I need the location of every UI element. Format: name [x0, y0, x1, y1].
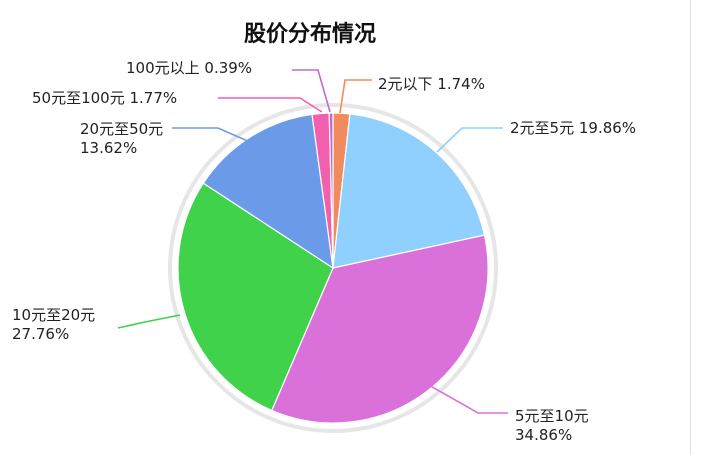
leader-line: [292, 69, 331, 113]
leader-lines: [117, 69, 508, 414]
leader-line: [436, 127, 503, 153]
chart-title: 股价分布情况: [244, 21, 376, 47]
pie-slice: [332, 113, 486, 269]
pie-slices: [177, 112, 489, 424]
pie-slice: [328, 112, 334, 269]
slice-label-percent: 13.62%: [80, 139, 137, 157]
leader-line: [218, 97, 323, 113]
slice-label: 20元至50元 13.62%: [80, 120, 163, 157]
pie-slice: [271, 234, 489, 424]
pie-slice: [202, 113, 334, 270]
leader-line: [419, 379, 508, 414]
leader-line: [339, 79, 372, 114]
slice-label-name: 5元至10元: [515, 407, 589, 425]
leader-line: [172, 127, 251, 143]
page-edge-divider: [690, 0, 691, 455]
slice-label: 2元至5元 19.86%: [510, 119, 636, 137]
slice-label-percent: 27.76%: [12, 325, 69, 343]
slice-label: 10元至20元 27.76%: [12, 306, 95, 343]
slice-label-percent: 34.86%: [515, 426, 572, 444]
pie-slice: [177, 182, 334, 412]
slice-label: 50元至100元 1.77%: [32, 89, 177, 107]
slice-label: 100元以上 0.39%: [126, 59, 252, 77]
slice-label: 5元至10元 34.86%: [515, 407, 589, 444]
leader-line: [117, 314, 181, 329]
slice-labels: 2元以下 1.74% 2元至5元 19.86% 5元至10元 34.86% 10元至20…: [12, 59, 636, 444]
slice-label-name: 10元至20元: [12, 306, 95, 324]
slice-label: 2元以下 1.74%: [378, 75, 485, 93]
slice-label-name: 20元至50元: [80, 120, 163, 138]
pie-outer-ring: [168, 103, 498, 433]
